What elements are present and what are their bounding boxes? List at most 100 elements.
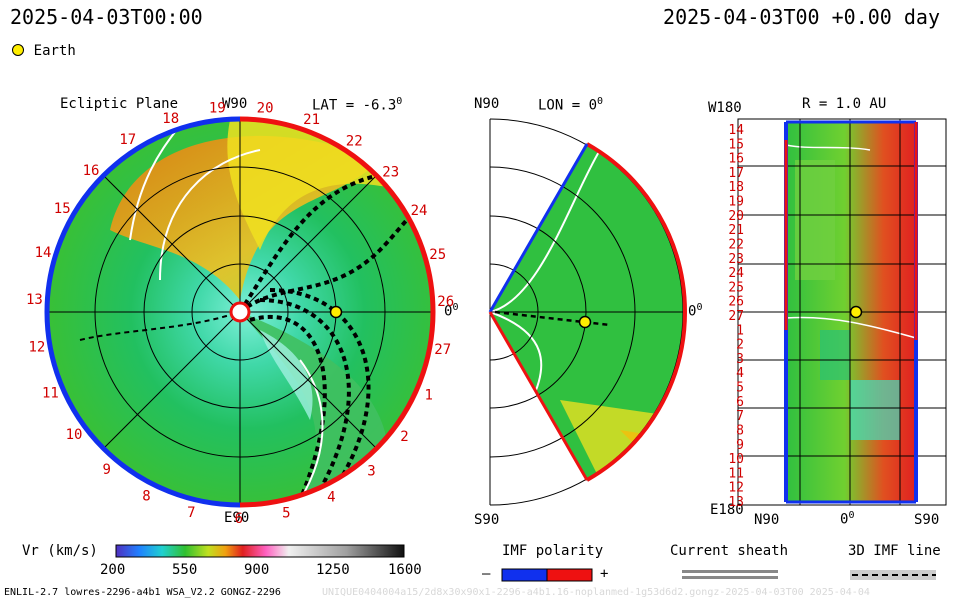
meridional-north-label: N90 (474, 96, 500, 112)
radial-x-right-label: S90 (914, 512, 940, 528)
ecliptic-top-label: W90 (222, 96, 248, 112)
ecliptic-tick-label: 27 (434, 342, 451, 358)
ecliptic-tick-label: 19 (209, 100, 226, 116)
earth-marker-radial (849, 305, 863, 319)
ecliptic-tick-label: 5 (282, 506, 290, 522)
radial-tick-label: 22 (728, 238, 744, 253)
colorbar-tick-label: 900 (244, 562, 270, 578)
radial-tick-label: 13 (728, 495, 744, 510)
radial-tick-label: 6 (736, 395, 744, 410)
radial-tick-label: 9 (736, 438, 744, 453)
radial-tick-label: 3 (736, 352, 744, 367)
ecliptic-tick-label: 12 (28, 340, 45, 356)
ecliptic-tick-label: 21 (303, 112, 320, 128)
ecliptic-lat-label: LAT = -6.30 (312, 96, 403, 114)
radial-tick-label: 19 (728, 195, 744, 210)
ecliptic-tick-label: 3 (367, 464, 375, 480)
earth-legend-label: Earth (33, 43, 76, 59)
ecliptic-tick-label: 1 (424, 388, 432, 404)
radial-tick-label: 15 (728, 137, 744, 152)
radial-top-label: W180 (708, 100, 742, 116)
ecliptic-tick-label: 8 (142, 489, 150, 505)
ecliptic-bottom-label: E90 (224, 510, 250, 526)
radial-tick-label: 1 (736, 323, 744, 338)
ecliptic-tick-label: 14 (35, 245, 52, 261)
radial-x-left-label: N90 (754, 512, 780, 528)
radial-tick-label: 5 (736, 381, 744, 396)
ecliptic-tick-label: 20 (257, 101, 274, 117)
colorbar-tick-label: 550 (172, 562, 198, 578)
ecliptic-tick-label: 4 (327, 490, 335, 506)
imf-line-title: 3D IMF line (848, 543, 941, 559)
meridional-plot (488, 118, 687, 506)
footer-right: UNIQUE0404004a15/2d8x30x90x1-2296-a4b1.1… (322, 587, 870, 598)
colorbar-tick-label: 200 (100, 562, 126, 578)
meridional-lon-label: LON = 00 (538, 96, 604, 114)
ecliptic-tick-label: 7 (187, 505, 195, 521)
meridional-right-label: 00 (688, 302, 703, 320)
ecliptic-right-label: 00 (444, 302, 459, 320)
radial-x-mid-label: 00 (840, 510, 855, 528)
radial-tick-label: 25 (728, 280, 744, 295)
radial-tick-label: 14 (728, 123, 744, 138)
current-sheath-swatch (682, 570, 778, 573)
radial-tick-label: 23 (728, 252, 744, 267)
radial-tick-label: 17 (728, 166, 744, 181)
ecliptic-tick-label: 22 (346, 134, 363, 150)
footer-left: ENLIL-2.7 lowres-2296-a4b1 WSA_V2.2 GONG… (4, 587, 281, 598)
imf-positive-swatch (546, 568, 593, 582)
meridional-south-label: S90 (474, 512, 500, 528)
ecliptic-tick-label: 11 (42, 386, 59, 402)
earth-marker-icon (12, 44, 24, 56)
ecliptic-tick-label: 15 (54, 201, 71, 217)
radial-tick-label: 8 (736, 424, 744, 439)
earth-legend: Earth (12, 40, 76, 59)
imf-polarity-title: IMF polarity (502, 543, 604, 559)
ecliptic-tick-label: 26 (437, 294, 454, 310)
radial-r-label: R = 1.0 AU (802, 96, 887, 112)
ecliptic-tick-label: 17 (119, 132, 136, 148)
ecliptic-tick-label: 18 (162, 111, 179, 127)
ecliptic-tick-label: 24 (411, 203, 428, 219)
ecliptic-title: Ecliptic Plane (60, 96, 179, 112)
ecliptic-tick-label: 13 (26, 292, 43, 308)
imf-plus-label: + (600, 566, 609, 582)
radial-plot: 1415161718192021222324252627123456789101… (728, 118, 947, 510)
radial-tick-label: 2 (736, 338, 744, 353)
earth-marker-meridional (578, 315, 592, 329)
radial-tick-label: 21 (728, 223, 744, 238)
imf-negative-swatch (501, 568, 548, 582)
ecliptic-plot: 19 20212223242526271234567891011121314151… (26, 100, 454, 527)
radial-tick-label: 10 (728, 452, 744, 467)
radial-tick-label: 26 (728, 295, 744, 310)
right-timestamp: 2025-04-03T00 +0.00 day (663, 5, 940, 29)
radial-tick-label: 4 (736, 366, 744, 381)
radial-tick-label: 20 (728, 209, 744, 224)
earth-marker-ecliptic (329, 305, 343, 319)
ecliptic-tick-label: 2 (400, 429, 408, 445)
radial-tick-label: 24 (728, 266, 744, 281)
colorbar-tick-label: 1600 (388, 562, 422, 578)
ecliptic-tick-label: 25 (429, 247, 446, 263)
colorbar (115, 544, 405, 558)
ecliptic-tick-label: 9 (102, 462, 110, 478)
radial-bottom-label: E180 (710, 502, 744, 518)
radial-tick-label: 7 (736, 409, 744, 424)
current-sheath-title: Current sheath (670, 543, 789, 559)
colorbar-tick-label: 1250 (316, 562, 350, 578)
radial-tick-label: 12 (728, 481, 744, 496)
radial-tick-label: 27 (728, 309, 744, 324)
imf-minus-label: – (482, 566, 491, 582)
radial-tick-labels: 1415161718192021222324252627123456789101… (728, 123, 744, 510)
ecliptic-tick-label: 10 (66, 427, 83, 443)
radial-tick-label: 11 (728, 466, 744, 481)
sun-marker (229, 301, 251, 323)
ecliptic-tick-label: 16 (83, 163, 100, 179)
left-timestamp: 2025-04-03T00:00 (10, 5, 203, 29)
colorbar-label: Vr (km/s) (22, 543, 98, 559)
radial-tick-label: 16 (728, 152, 744, 167)
ecliptic-tick-label: 6 (235, 511, 243, 527)
ecliptic-tick-label: 23 (382, 165, 399, 181)
ecliptic-tick-labels: 19 20212223242526271234567891011121314151… (26, 100, 454, 527)
